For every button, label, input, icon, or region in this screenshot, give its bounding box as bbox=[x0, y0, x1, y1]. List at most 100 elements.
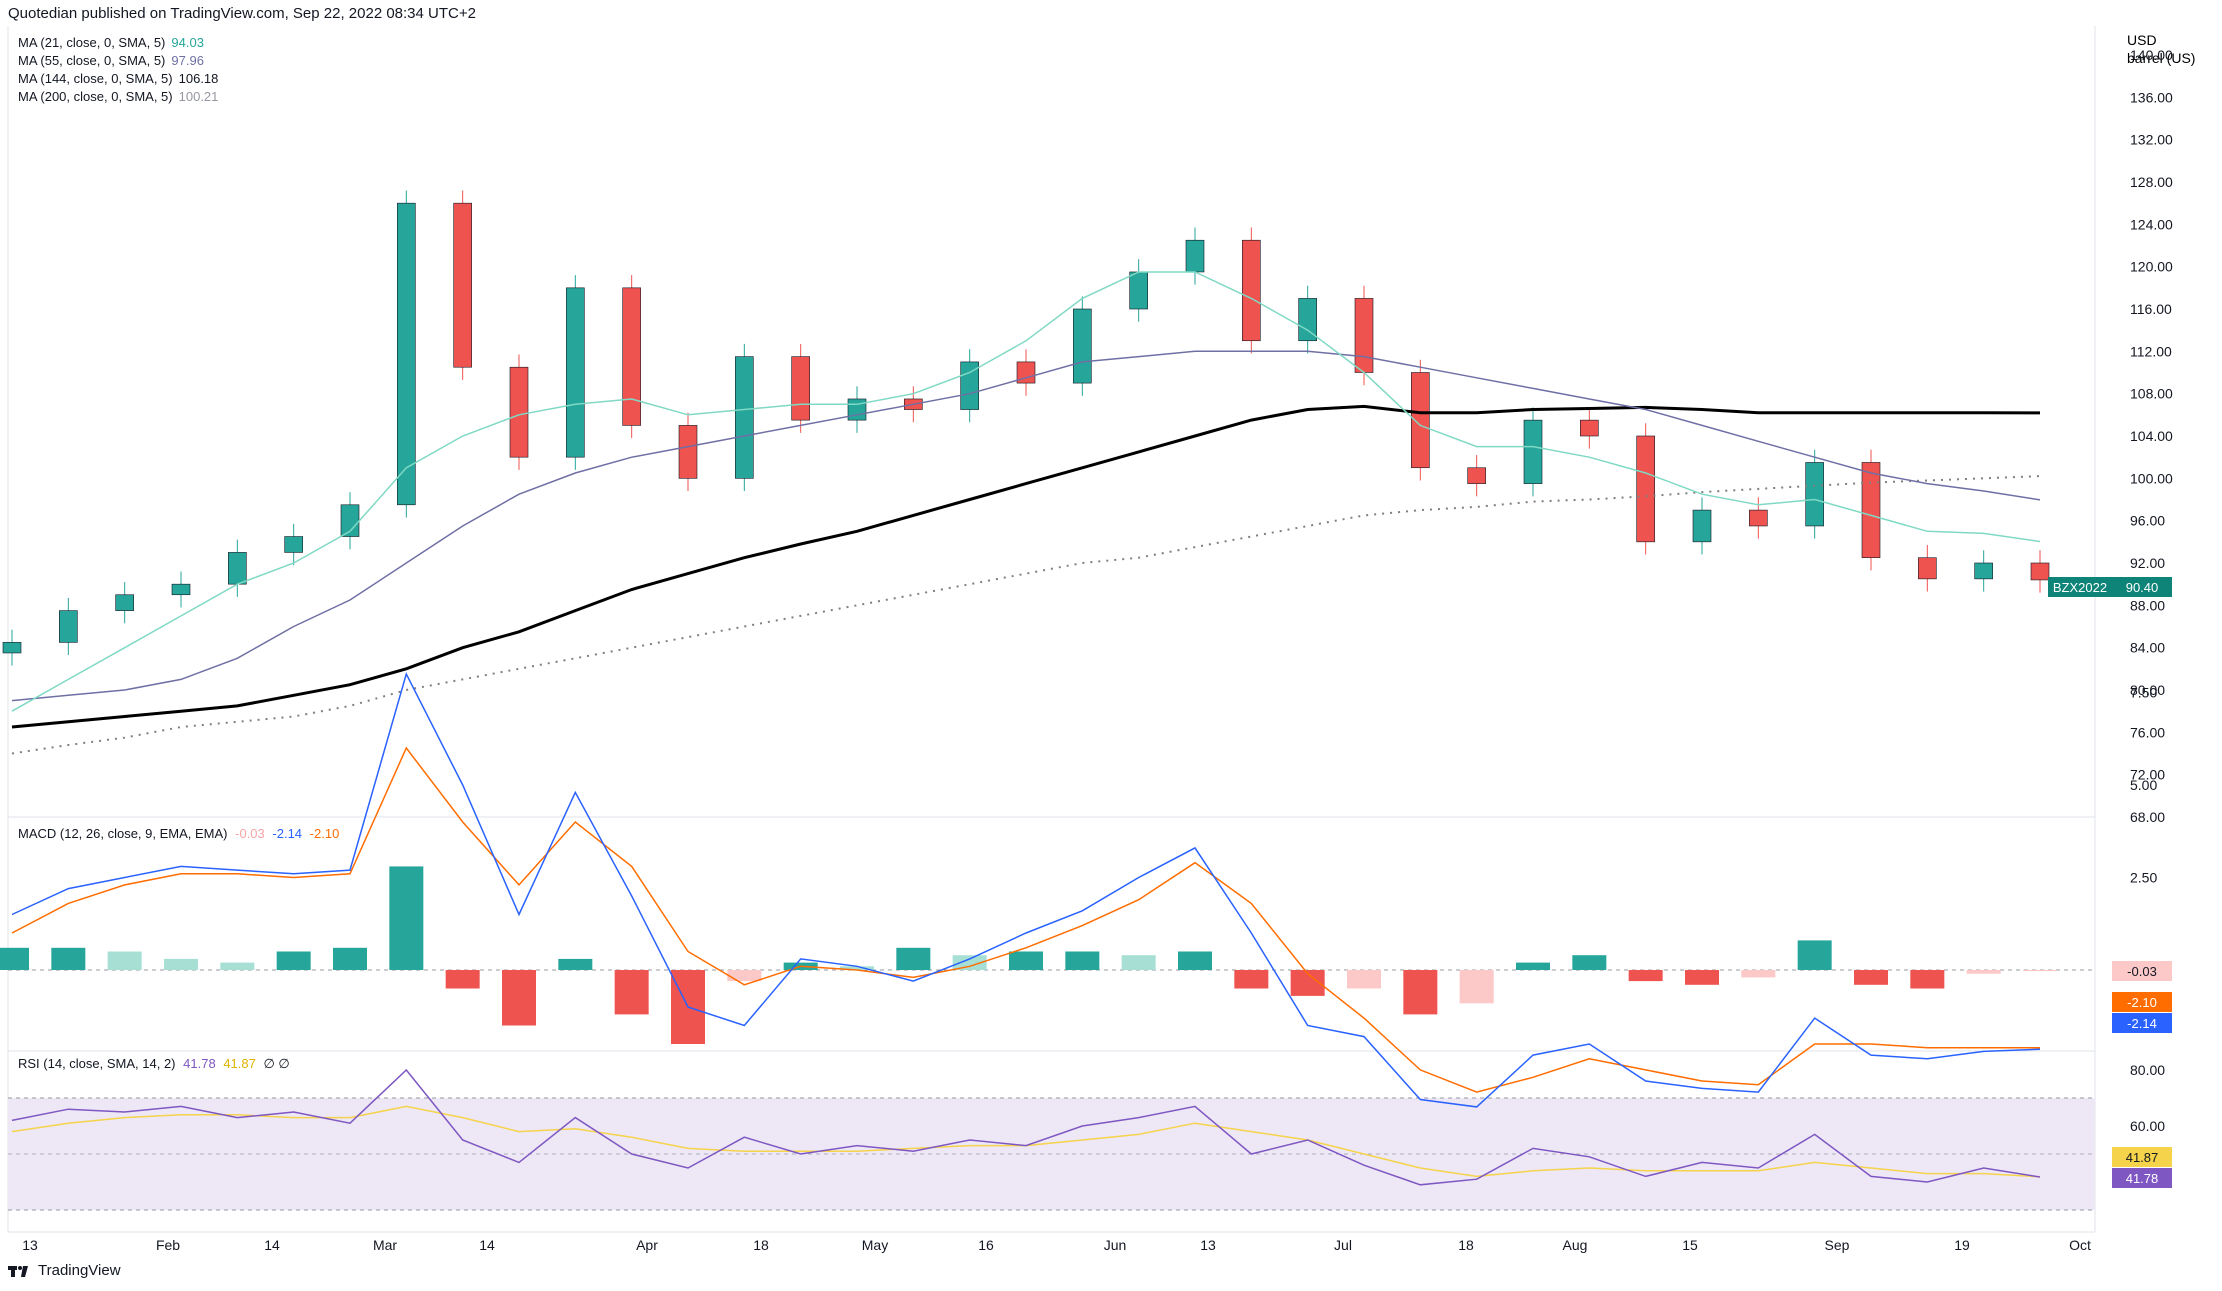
price-tick-label: 84.00 bbox=[2130, 640, 2165, 656]
time-tick-label: 15 bbox=[1682, 1237, 1698, 1253]
time-axis: 13 Feb 14 Mar 14 Apr 18 May 16 Jun 13 Jul 18 Aug 15 Sep… bbox=[22, 1237, 2091, 1253]
candle-body-2022-06-09 bbox=[1185, 239, 1205, 273]
macd-hist-bar-2022-04-28 bbox=[840, 966, 874, 970]
symbol-tag-name: BZX2022 bbox=[2053, 580, 2107, 595]
macd-hist-bar-2022-06-30 bbox=[1347, 970, 1381, 989]
macd-hist-bar-2022-07-14 bbox=[1459, 970, 1494, 1004]
ma55-legend-label: MA (55, close, 0, SMA, 5) bbox=[18, 53, 165, 68]
time-tick-label: 14 bbox=[264, 1237, 280, 1253]
macd-hist-bar-2022-05-19 bbox=[1009, 951, 1043, 970]
macd-hist-bar-2022-03-03 bbox=[389, 866, 424, 970]
symbol-tag-price: 90.40 bbox=[2126, 580, 2159, 595]
price-tick-label: 68.00 bbox=[2130, 809, 2165, 825]
ma144-legend-label: MA (144, close, 0, SMA, 5) bbox=[18, 71, 173, 86]
macd-legend: MACD (12, 26, close, 9, EMA, EMA) -0.03 … bbox=[18, 826, 339, 841]
price-tick-label: 132.00 bbox=[2130, 132, 2173, 148]
macd-tick-label: 2.50 bbox=[2130, 870, 2157, 886]
macd-hist-bar-2022-05-26 bbox=[1065, 951, 1100, 970]
candle-body-2022-06-02 bbox=[1129, 271, 1148, 310]
candle-body-2022-07-07 bbox=[1411, 372, 1430, 469]
tradingview-logo: TradingView bbox=[8, 1262, 121, 1279]
candle-body-2022-07-14 bbox=[1467, 467, 1486, 484]
svg-text:MA (21, close, 0, SMA, 5)94.03: MA (21, close, 0, SMA, 5) 94.03 bbox=[18, 35, 204, 50]
price-tick-label: 128.00 bbox=[2130, 174, 2173, 190]
price-tick-label: 72.00 bbox=[2130, 767, 2165, 783]
time-tick-label: 16 bbox=[978, 1237, 994, 1253]
price-tick-label: 88.00 bbox=[2130, 597, 2165, 613]
time-tick-label: 13 bbox=[1200, 1237, 1216, 1253]
macd-hist-bar-2022-02-24 bbox=[333, 947, 367, 970]
macd-tick-label: 5.00 bbox=[2130, 777, 2157, 793]
candle-body-2022-08-04 bbox=[1636, 435, 1655, 543]
macd-hist-bar-2022-02-10 bbox=[220, 962, 255, 970]
ma144-legend-value: 106.18 bbox=[179, 71, 219, 86]
price-tick-label: 80.00 bbox=[2130, 682, 2165, 698]
rsi-tag-ma: 41.87 bbox=[2126, 1150, 2159, 1165]
candle-body-2022-04-21 bbox=[791, 356, 810, 421]
price-axis-ticks: 140.00 136.00 132.00 128.00 124.00 120.00 116.… bbox=[2130, 47, 2173, 825]
candle-body-2022-03-31 bbox=[622, 287, 641, 426]
price-tick-label: 104.00 bbox=[2130, 428, 2173, 444]
time-tick-label: Aug bbox=[1563, 1237, 1588, 1253]
ma21-legend-value: 94.03 bbox=[171, 35, 204, 50]
time-tick-label: May bbox=[862, 1237, 888, 1253]
price-tick-label: 140.00 bbox=[2130, 47, 2173, 63]
macd-hist-bar-2022-08-18 bbox=[1741, 970, 1776, 978]
candle-body-2022-04-07 bbox=[678, 425, 698, 479]
macd-hist-bar-2022-05-12 bbox=[952, 955, 987, 970]
candle-body-2022-03-10 bbox=[453, 202, 472, 368]
macd-hist-bar-2022-08-11 bbox=[1685, 970, 1719, 985]
candle-body-2022-07-28 bbox=[1580, 419, 1599, 437]
price-tick-label: 108.00 bbox=[2130, 386, 2173, 402]
time-tick-label: 19 bbox=[1954, 1237, 1970, 1253]
candle-body-2022-03-24 bbox=[566, 287, 585, 458]
macd-hist-bar-2022-09-08 bbox=[1910, 970, 1945, 989]
candle-body-2022-02-03 bbox=[171, 583, 191, 596]
time-tick-label: Feb bbox=[156, 1237, 180, 1253]
macd-hist-bar-2022-08-25 bbox=[1797, 940, 1832, 970]
candle-body-2022-06-30 bbox=[1354, 298, 1374, 373]
macd-hist-bar-2022-07-21 bbox=[1516, 962, 1550, 970]
macd-hist-bar-2022-01-27 bbox=[107, 951, 142, 970]
candle-body-2022-02-17 bbox=[284, 536, 303, 553]
time-tick-label: Apr bbox=[636, 1237, 658, 1253]
macd-legend-hist: -0.03 bbox=[235, 826, 265, 841]
price-tick-label: 136.00 bbox=[2130, 89, 2173, 105]
candle-body-2022-05-19 bbox=[1016, 361, 1036, 384]
macd-hist-bar-2022-07-28 bbox=[1572, 955, 1607, 970]
macd-legend-signal: -2.10 bbox=[310, 826, 340, 841]
macd-hist-bar-2022-04-14 bbox=[727, 970, 762, 982]
candle-body-2022-04-14 bbox=[735, 356, 754, 479]
macd-tag-macd: -2.14 bbox=[2127, 1016, 2157, 1031]
candle-body-2022-09-15 bbox=[1974, 562, 1993, 580]
candle-body-2022-07-21 bbox=[1523, 419, 1543, 484]
time-tick-label: Mar bbox=[373, 1237, 397, 1253]
rsi-axis-tags: 41.87 41.78 bbox=[2112, 1147, 2172, 1188]
price-tick-label: 76.00 bbox=[2130, 724, 2165, 740]
candle-body-2022-01-27 bbox=[115, 594, 134, 611]
price-unit-currency: USD bbox=[2127, 32, 2157, 48]
ma200-line bbox=[11, 475, 2041, 755]
price-tick-label: 92.00 bbox=[2130, 555, 2165, 571]
candle-body-2022-09-08 bbox=[1918, 557, 1937, 580]
time-tick-label: 13 bbox=[22, 1237, 38, 1253]
price-tick-label: 124.00 bbox=[2130, 216, 2173, 232]
candle-body-2022-09-01 bbox=[1861, 462, 1881, 559]
time-tick-label: 18 bbox=[1458, 1237, 1474, 1253]
macd-hist-bar-2022-01-20 bbox=[51, 947, 86, 970]
macd-hist-bar-2022-06-16 bbox=[1234, 970, 1269, 989]
candles bbox=[2, 190, 2050, 666]
time-tick-label: Oct bbox=[2069, 1237, 2091, 1253]
moving-averages bbox=[11, 271, 2041, 755]
macd-hist-bar-2022-03-24 bbox=[558, 958, 593, 970]
macd-hist-bar-2022-02-17 bbox=[276, 951, 311, 970]
price-tick-label: 112.00 bbox=[2130, 343, 2172, 359]
candle-body-2022-02-10 bbox=[228, 552, 247, 585]
time-tick-label: 14 bbox=[479, 1237, 495, 1253]
candle-body-2022-04-28 bbox=[847, 398, 867, 421]
rsi-tag-rsi: 41.78 bbox=[2126, 1171, 2159, 1186]
rsi-pane bbox=[11, 1068, 2041, 1186]
candle-body-2022-06-16 bbox=[1242, 239, 1261, 342]
time-tick-label: Sep bbox=[1825, 1237, 1850, 1253]
